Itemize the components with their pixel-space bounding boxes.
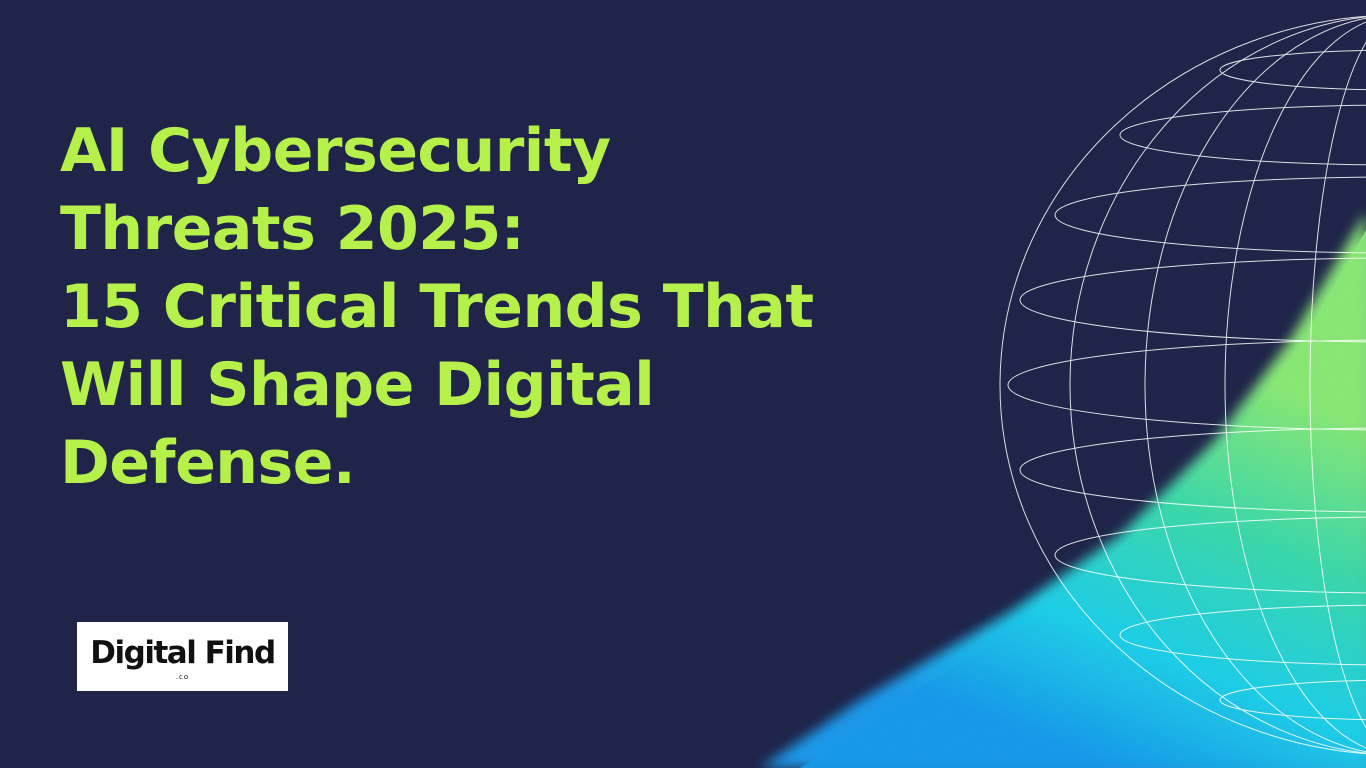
headline-line-5: Defense.: [60, 428, 356, 498]
logo-suffix: .co: [175, 673, 190, 681]
brand-logo: Digital Find .co: [77, 622, 288, 691]
headline-line-4: Will Shape Digital: [60, 350, 655, 420]
logo-name: Digital Find: [90, 635, 276, 671]
headline: AI Cybersecurity Threats 2025: 15 Critic…: [60, 112, 960, 502]
headline-line-2: Threats 2025:: [60, 194, 525, 264]
headline-line-3: 15 Critical Trends That: [60, 272, 814, 342]
headline-line-1: AI Cybersecurity: [60, 116, 611, 186]
